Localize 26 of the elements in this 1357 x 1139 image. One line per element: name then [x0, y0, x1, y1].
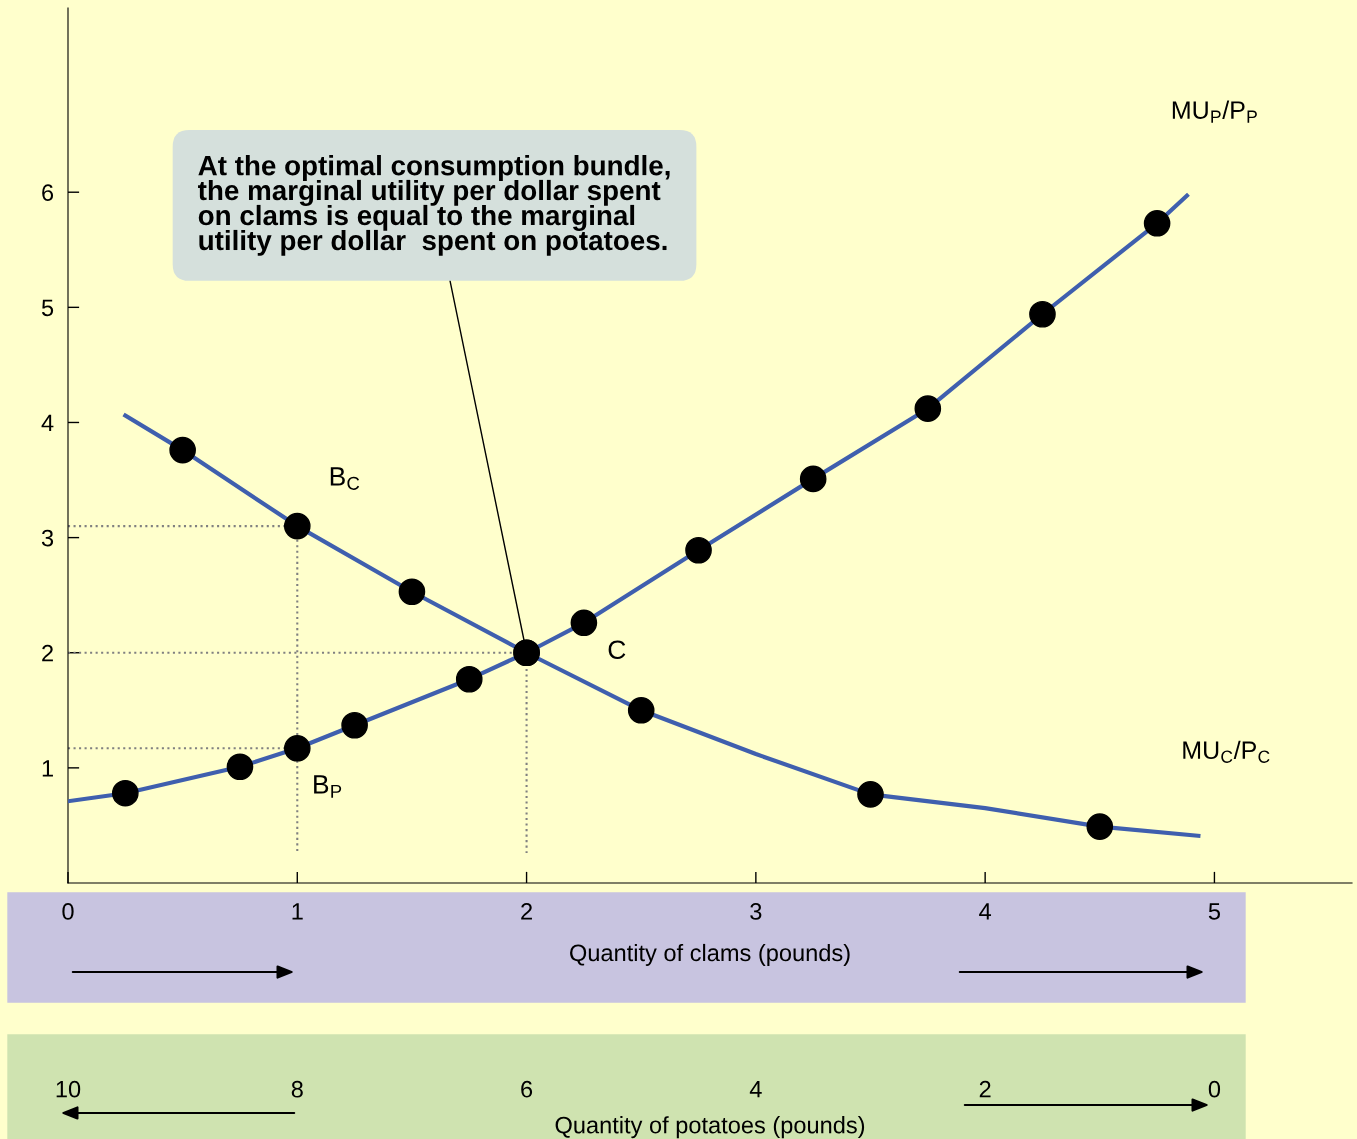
annotation: At the optimal consumption bundle, the marginal utility per dollar spent on clams is equal to the marginal utility per dollar spent on potatoes.	[198, 155, 670, 256]
x2-tick-label: 2	[979, 1080, 991, 1098]
y-tick-label: 2	[42, 644, 53, 662]
x2-tick-label: 10	[56, 1080, 81, 1098]
x2-axis-title: Quantity of potatoes (pounds)	[555, 1116, 865, 1139]
y-tick-label: 4	[41, 414, 54, 432]
x2-tick-label: 6	[521, 1080, 533, 1098]
x-tick-label: 0	[62, 903, 74, 920]
x-tick-label: 5	[1208, 903, 1220, 920]
annotation: B$_{C}$	[330, 467, 360, 490]
annotation: C	[608, 640, 626, 660]
x2-tick-label: 4	[749, 1081, 762, 1098]
text: MU$_{P}$/P$_{P}$	[1172, 100, 1257, 123]
text: MU$_{C}$/P$_{C}$	[1183, 740, 1270, 763]
y-tick-label: 1	[42, 760, 53, 777]
x-tick-label: 1	[292, 903, 303, 920]
annotation: B$_{P}$	[314, 775, 342, 798]
x-tick-label: 2	[521, 903, 532, 920]
y-tick-label: 6	[42, 184, 54, 201]
y-tick-label: 5	[41, 299, 54, 317]
x-tick-label: 4	[979, 903, 992, 920]
x2-tick-label: 8	[291, 1080, 303, 1098]
x-tick-label: 3	[750, 903, 762, 920]
y-tick-label: 3	[41, 529, 54, 547]
x2-tick-label: 0	[1208, 1080, 1221, 1098]
x-axis-title: Quantity of clams (pounds)	[570, 943, 850, 966]
